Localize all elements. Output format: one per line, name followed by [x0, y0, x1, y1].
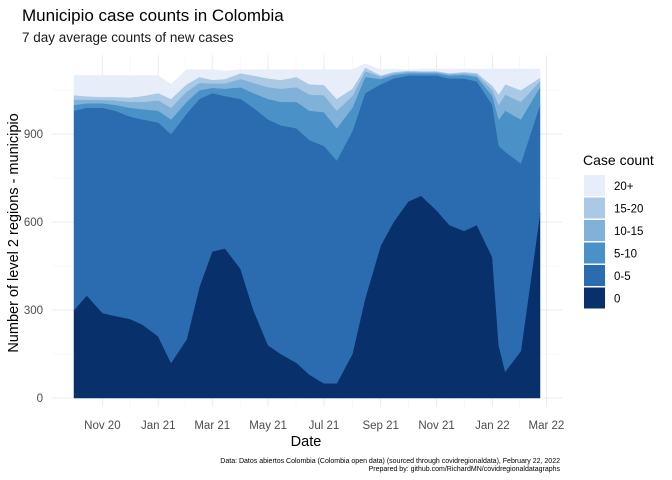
x-tick-label: Jan 21: [141, 420, 176, 432]
y-tick-label: 300: [24, 305, 43, 317]
legend: Case count 20+ 15-20 10-15 5-10 0-5 0: [583, 152, 654, 309]
x-tick-label: Mar 22: [529, 420, 565, 432]
y-axis-label: Number of level 2 regions - municipio: [6, 113, 22, 352]
y-tick-label: 0: [37, 393, 43, 405]
legend-swatch-20+: [584, 175, 605, 196]
x-tick-label: Sep 21: [362, 420, 398, 432]
legend-swatch-5-10: [584, 242, 605, 264]
legend-swatch-15-20: [584, 197, 605, 219]
legend-title: Case count: [583, 152, 654, 168]
y-tick-label: 600: [24, 217, 43, 229]
legend-label: 0-5: [614, 271, 631, 283]
plot-areas: [73, 63, 541, 399]
area-series-20+: [73, 63, 541, 100]
legend-swatch-0: [584, 287, 605, 309]
x-tick-label: May 21: [249, 420, 287, 432]
caption-prepared-by: Prepared by: github.com/RichardMN/covidr…: [369, 466, 561, 473]
legend-swatch-0-5: [584, 265, 605, 286]
caption-source: Data: Datos abiertos Colombia (Colombia …: [220, 458, 560, 465]
legend-label: 0: [614, 294, 620, 306]
x-axis-label: Date: [291, 434, 322, 450]
x-tick-label: Nov 20: [84, 420, 120, 432]
y-tick-label: 900: [24, 129, 43, 141]
x-tick-label: Jan 22: [475, 420, 510, 432]
legend-label: 20+: [614, 181, 634, 193]
legend-label: 10-15: [614, 226, 643, 238]
legend-label: 5-10: [614, 249, 637, 261]
x-tick-label: Nov 21: [418, 420, 454, 432]
legend-label: 15-20: [614, 204, 643, 216]
chart-title: Municipio case counts in Colombia: [22, 6, 284, 25]
legend-swatch-10-15: [584, 220, 605, 241]
y-axis-ticks: 0 300 600 900: [24, 129, 43, 405]
chart-subtitle: 7 day average counts of new cases: [22, 30, 234, 45]
x-tick-label: Jul 21: [309, 420, 340, 432]
x-tick-label: Mar 21: [194, 420, 230, 432]
x-axis-ticks: Nov 20 Jan 21 Mar 21 May 21 Jul 21 Sep 21 Nov …: [84, 420, 564, 432]
